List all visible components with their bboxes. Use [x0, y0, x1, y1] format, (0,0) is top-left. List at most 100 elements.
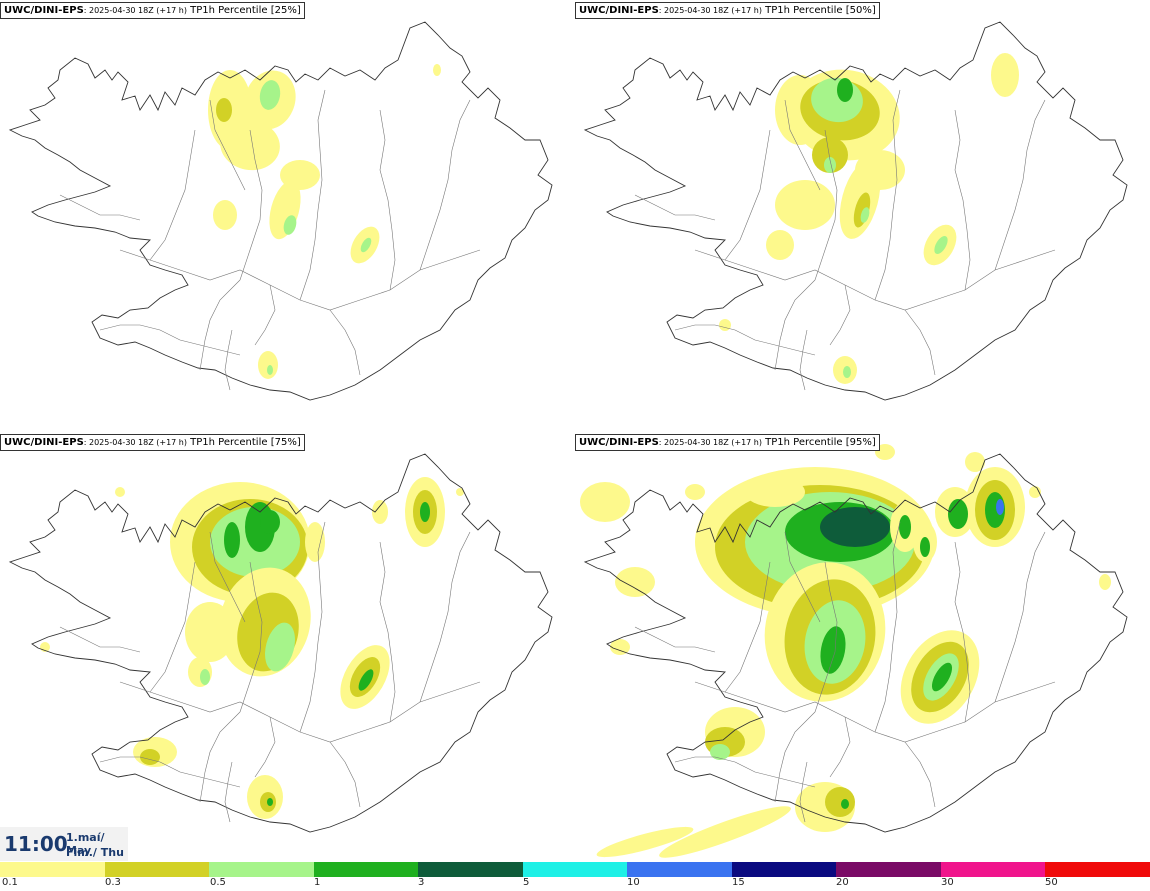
road-line: [994, 531, 1046, 703]
precip-field: [208, 64, 441, 379]
precip-area: [837, 78, 853, 102]
colorbar-tick: 1: [314, 877, 321, 888]
precip-area: [965, 452, 985, 472]
map-panel-p25: UWC/DINI-EPS: 2025-04-30 18Z (+17 h) TP1…: [0, 0, 575, 432]
road-line: [694, 249, 1056, 311]
panel-title: UWC/DINI-EPS: 2025-04-30 18Z (+17 h) TP1…: [0, 434, 305, 451]
road-line: [634, 194, 716, 221]
road-line: [299, 521, 326, 733]
precip-area: [265, 622, 295, 672]
valid-weekday: Fim./ Thu: [66, 846, 124, 859]
road-line: [329, 309, 361, 376]
colorbar-tick: 0.5: [210, 877, 226, 888]
road-line: [954, 541, 971, 723]
precip-area: [775, 180, 835, 230]
precip-area: [820, 507, 890, 547]
colorbar-ticks: 0.1 0.3 0.5 1 3 5 10 15 20 30 50: [0, 877, 1150, 891]
colorbar-tick: 0.1: [2, 877, 18, 888]
precip-area: [931, 662, 953, 692]
precip-area: [213, 200, 237, 230]
precip-area: [719, 319, 731, 331]
precip-area: [360, 237, 372, 253]
precip-area: [224, 522, 240, 558]
road-line: [994, 99, 1046, 271]
precip-area: [745, 477, 805, 507]
panel-title: UWC/DINI-EPS: 2025-04-30 18Z (+17 h) TP1…: [575, 2, 880, 19]
colorbar-segment: [731, 862, 837, 877]
road-line: [724, 561, 771, 693]
precip-area: [860, 207, 870, 223]
road-line: [239, 129, 263, 281]
precip-area: [305, 522, 325, 562]
panel-title: UWC/DINI-EPS: 2025-04-30 18Z (+17 h) TP1…: [0, 2, 305, 19]
colorbar-tick: 10: [627, 877, 640, 888]
precip-area: [659, 806, 791, 858]
road-line: [224, 329, 233, 391]
road-line: [814, 561, 838, 713]
colorbar-tick: 30: [941, 877, 954, 888]
precip-area: [685, 484, 705, 500]
precip-area: [615, 567, 655, 597]
precip-field: [40, 477, 464, 819]
road-line: [199, 711, 241, 803]
road-line: [209, 99, 246, 191]
valid-time: 11:00: [4, 832, 68, 856]
road-line: [419, 99, 471, 271]
precip-area: [259, 80, 281, 110]
precip-area: [820, 626, 846, 674]
precip-area: [420, 502, 430, 522]
road-line: [784, 531, 821, 623]
model-name: UWC/DINI-EPS: [4, 5, 84, 16]
valid-date: 1.maí/ May: [66, 831, 105, 857]
precip-area: [200, 669, 210, 685]
colorbar-segment: [522, 862, 628, 877]
precip-area: [267, 798, 273, 806]
road-line: [99, 324, 241, 356]
precip-area: [610, 639, 630, 655]
road-line: [224, 761, 233, 823]
precip-area: [372, 500, 388, 524]
road-line: [799, 329, 808, 391]
map-panel-p75: UWC/DINI-EPS: 2025-04-30 18Z (+17 h) TP1…: [0, 432, 575, 864]
precip-area: [220, 119, 280, 171]
road-line: [724, 129, 771, 261]
precip-area: [596, 826, 694, 858]
road-line: [419, 531, 471, 703]
precip-area: [996, 499, 1004, 515]
road-line: [209, 531, 246, 623]
road-line: [874, 89, 901, 301]
precip-area: [934, 235, 948, 255]
colorbar-tick: 3: [418, 877, 425, 888]
precip-area: [855, 150, 905, 190]
model-name: UWC/DINI-EPS: [4, 437, 84, 448]
colorbar-tick: 15: [732, 877, 745, 888]
road-line: [149, 561, 196, 693]
precip-field: [580, 444, 1111, 858]
road-line: [674, 324, 816, 356]
colorbar-segment: [1045, 862, 1150, 877]
iceland-map: [580, 444, 1128, 858]
field-name: TP1h Percentile [95%]: [761, 437, 876, 448]
precip-area: [899, 515, 911, 539]
precip-colorbar: [0, 862, 1150, 877]
precip-area: [456, 488, 464, 496]
run-time: : 2025-04-30 18Z (+17 h): [658, 438, 762, 447]
road-line: [674, 756, 816, 788]
road-line: [379, 109, 396, 291]
iceland-map: [583, 21, 1128, 401]
colorbar-segment: [940, 862, 1046, 877]
road-line: [59, 194, 141, 221]
colorbar-segment: [104, 862, 210, 877]
precip-area: [185, 602, 235, 662]
precip-area: [115, 487, 125, 497]
field-name: TP1h Percentile [25%]: [186, 5, 301, 16]
valid-time-box: 11:00 1.maí/ May Fim./ Thu: [0, 827, 128, 861]
run-time: : 2025-04-30 18Z (+17 h): [658, 6, 762, 15]
iceland-map: [8, 21, 553, 401]
road-line: [634, 626, 716, 653]
colorbar-segment: [627, 862, 732, 877]
colorbar-segment: [209, 862, 314, 877]
road-line: [199, 279, 241, 371]
road-line: [299, 89, 326, 301]
precip-area: [283, 215, 297, 235]
